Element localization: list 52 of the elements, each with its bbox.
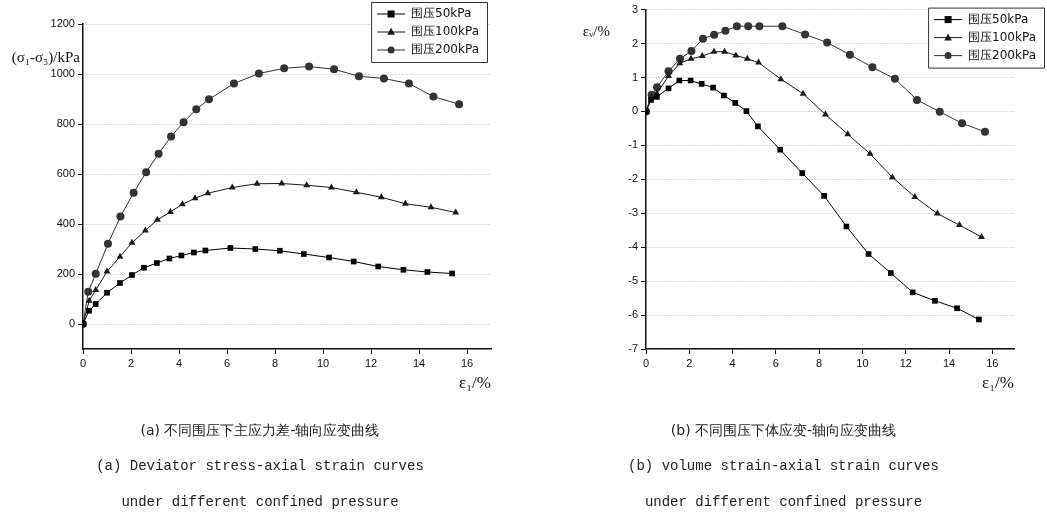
y-axis-title: (σ₁-σ₃)/kPa [11, 48, 81, 66]
text: under different confined pressure [120, 494, 400, 510]
y-tick-label: 1200 [50, 17, 75, 30]
y-tick-label: 600 [56, 167, 75, 180]
y-tick-label: -6 [628, 308, 638, 321]
x-tick-label: 0 [79, 356, 87, 369]
x-tick-label: 0 [642, 356, 650, 369]
y-tick-label: 200 [56, 267, 75, 280]
x-tick-label: 10 [316, 356, 330, 369]
y-tick-label: -1 [628, 138, 638, 151]
text: (b) 不同围压下体应变-轴向应变曲线 [669, 422, 898, 440]
text: under different confined pressure [643, 494, 924, 510]
y-axis-title: εᵥ/% [582, 22, 610, 39]
text: (a) 不同围压下主应力差-轴向应变曲线 [139, 422, 381, 440]
text: (b) volume strain-axial strain curves [627, 458, 940, 474]
y-tick-label: 1 [631, 70, 638, 83]
x-tick-label: 16 [986, 356, 999, 369]
y-tick-label: -7 [628, 342, 638, 355]
y-tick-label: -5 [628, 274, 638, 287]
x-tick-label: 4 [729, 356, 736, 369]
y-tick-label: 400 [56, 217, 75, 230]
y-tick-label: -4 [628, 240, 638, 253]
y-tick-label: 3 [631, 2, 638, 15]
x-tick-label: 8 [816, 356, 823, 369]
x-tick-label: 12 [899, 356, 912, 369]
x-tick-label: 16 [460, 356, 474, 369]
y-tick-label: 0 [68, 317, 75, 330]
x-tick-label: 12 [364, 356, 378, 369]
x-tick-label: 8 [271, 356, 279, 369]
x-axis-title: ε₁/% [459, 372, 491, 392]
legend-label: 围压50kPa [968, 11, 1029, 26]
x-tick-label: 6 [223, 356, 231, 369]
x-tick-label: 6 [772, 356, 779, 369]
x-tick-label: 10 [856, 356, 869, 369]
legend-label: 围压200kPa [968, 47, 1036, 62]
x-tick-label: 4 [175, 356, 183, 369]
y-tick-label: -3 [628, 206, 638, 219]
legend-label: 围压200kPa [411, 42, 479, 57]
y-tick-label: 1000 [50, 67, 75, 80]
y-tick-label: 800 [56, 117, 75, 130]
legend-label: 围压100kPa [968, 29, 1036, 44]
y-tick-label: 2 [631, 36, 638, 49]
legend-label: 围压50kPa [411, 6, 472, 21]
y-tick-label: -2 [628, 172, 638, 185]
x-tick-label: 2 [127, 356, 135, 369]
x-tick-label: 2 [686, 356, 693, 369]
y-tick-label: 0 [631, 104, 638, 117]
x-tick-label: 14 [412, 356, 426, 369]
legend-label: 围压100kPa [411, 24, 479, 39]
text: (a) Deviator stress-axial strain curves [95, 458, 425, 474]
x-axis-title: ε₁/% [982, 372, 1014, 392]
x-tick-label: 14 [942, 356, 956, 369]
